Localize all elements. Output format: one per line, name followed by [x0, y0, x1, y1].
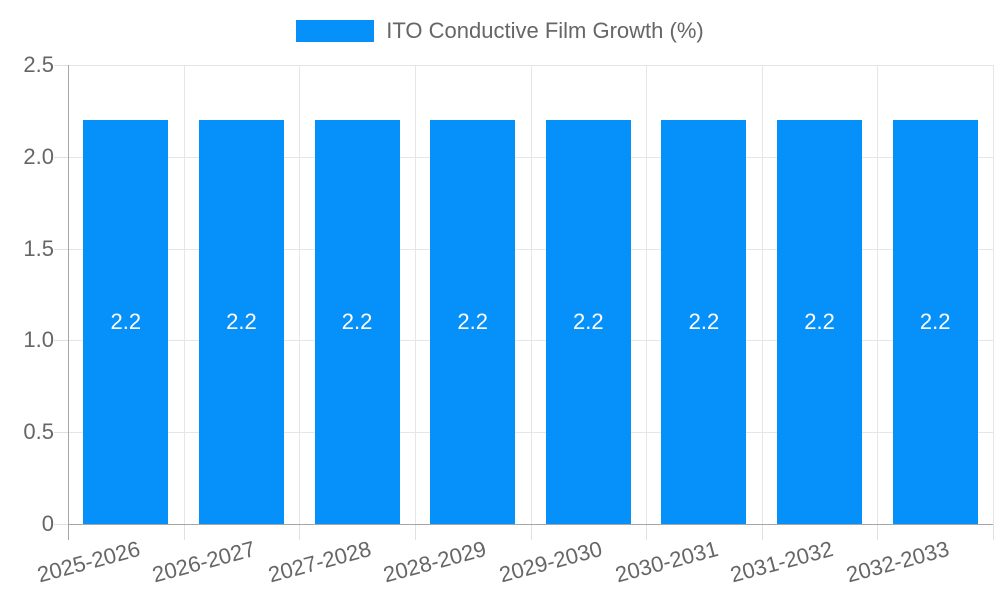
x-axis-category-label: 2027-2028	[265, 536, 374, 588]
x-axis-tick	[183, 524, 185, 540]
legend-label: ITO Conductive Film Growth (%)	[386, 18, 704, 43]
y-axis-tick	[54, 65, 68, 66]
x-axis-tick	[530, 524, 532, 540]
x-axis-tick	[646, 524, 648, 540]
x-axis-tick	[993, 524, 994, 540]
bar-value-label: 2.2	[804, 309, 835, 335]
x-axis-category-label: 2025-2026	[34, 536, 143, 588]
bar-value-label: 2.2	[688, 309, 720, 335]
x-gridline	[646, 65, 648, 524]
y-axis-tick-label: 1.0	[23, 327, 54, 353]
x-gridline	[414, 65, 416, 524]
x-gridline	[530, 65, 532, 524]
bar-2031-2032[interactable]: 2.2	[777, 120, 863, 524]
y-axis-tick-label: 1.5	[23, 235, 54, 261]
y-axis-tick	[54, 248, 68, 250]
bar-2028-2029[interactable]: 2.2	[430, 120, 516, 524]
y-axis-tick-label: 0	[41, 511, 54, 536]
x-axis-tick	[877, 524, 879, 540]
y-axis-line	[68, 65, 69, 540]
y-axis-tick-label: 2.0	[23, 143, 54, 169]
x-gridline	[761, 65, 763, 524]
x-axis-tick	[761, 524, 763, 540]
bar-2032-2033[interactable]: 2.2	[892, 120, 978, 524]
bar-value-label: 2.2	[226, 309, 257, 335]
bar-2027-2028[interactable]: 2.2	[314, 120, 400, 524]
bar-2030-2031[interactable]: 2.2	[661, 120, 747, 524]
y-axis-tick-label: 2.5	[23, 52, 54, 77]
bar-value-label: 2.2	[457, 309, 488, 335]
legend[interactable]: ITO Conductive Film Growth (%)	[0, 18, 1000, 44]
y-axis-tick	[54, 524, 68, 525]
y-axis-tick	[54, 432, 68, 434]
y-axis-tick-label: 0.5	[23, 419, 54, 445]
bar-2029-2030[interactable]: 2.2	[545, 120, 631, 524]
bar-value-label: 2.2	[919, 309, 951, 335]
x-gridline	[299, 65, 301, 524]
bar-2026-2027[interactable]: 2.2	[198, 120, 284, 524]
x-axis-category-label: 2029-2030	[496, 536, 605, 588]
x-axis-category-label: 2026-2027	[149, 536, 258, 588]
x-axis-category-label: 2028-2029	[381, 536, 490, 588]
y-axis-tick	[54, 156, 68, 158]
x-gridline	[993, 65, 994, 524]
bar-value-label: 2.2	[110, 309, 142, 335]
bar-value-label: 2.2	[573, 309, 604, 335]
x-axis-category-label: 2031-2032	[727, 536, 837, 588]
bar-value-label: 2.2	[341, 309, 373, 335]
x-axis-category-label: 2032-2033	[843, 536, 952, 588]
x-axis-line	[68, 524, 993, 525]
x-axis-tick	[299, 524, 301, 540]
x-gridline	[183, 65, 185, 524]
x-axis-tick	[414, 524, 416, 540]
x-gridline	[877, 65, 879, 524]
legend-swatch	[296, 20, 375, 42]
bar-2025-2026[interactable]: 2.2	[83, 120, 169, 524]
x-axis-category-label: 2030-2031	[612, 536, 721, 588]
y-axis-tick	[54, 340, 68, 342]
